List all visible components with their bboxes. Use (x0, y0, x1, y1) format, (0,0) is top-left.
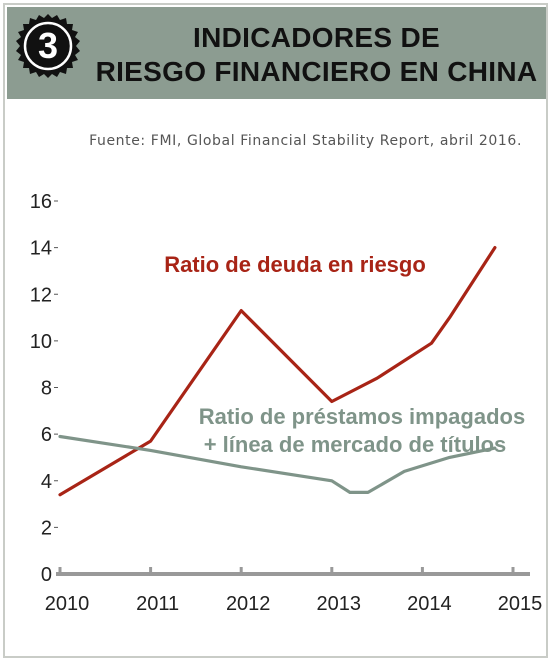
y-tick-label: 14 (30, 238, 52, 260)
badge-number: 3 (38, 25, 58, 66)
y-tick-label: 4 (41, 471, 52, 493)
y-tick-label: 12 (30, 284, 52, 306)
page-title: INDICADORES DE RIESGO FINANCIERO EN CHIN… (89, 21, 544, 89)
title-line-1: INDICADORES DE (193, 22, 440, 53)
y-tick-label: 8 (41, 378, 52, 400)
y-tick-label: 16 (30, 191, 52, 213)
debt-ratio-line (58, 246, 497, 497)
x-tick-label: 2014 (407, 593, 452, 615)
x-tick-label: 2013 (317, 593, 362, 615)
x-tick-label: 2012 (226, 593, 271, 615)
x-tick-label: 2010 (45, 593, 90, 615)
y-tick-label: 6 (41, 424, 52, 446)
x-tick-label: 2015 (498, 593, 543, 615)
y-tick-label: 2 (41, 517, 52, 539)
y-tick-label: 10 (30, 331, 52, 353)
title-line-2: RIESGO FINANCIERO EN CHINA (95, 56, 538, 87)
y-tick-label: 0 (41, 564, 52, 586)
debt-series-label-line-1: Ratio de deuda en riesgo (164, 252, 426, 277)
header-bar: 3 INDICADORES DE RIESGO FINANCIERO EN CH… (7, 7, 546, 99)
loans-series-label-line-2: + línea de mercado de títulos (204, 432, 507, 457)
loans-series-label-line-1: Ratio de préstamos impagados (199, 404, 525, 429)
source-note: Fuente: FMI, Global Financial Stability … (89, 133, 522, 149)
infographic-frame: 3 INDICADORES DE RIESGO FINANCIERO EN CH… (3, 3, 548, 658)
number-badge: 3 (16, 14, 80, 78)
x-tick-label: 2011 (136, 593, 179, 615)
